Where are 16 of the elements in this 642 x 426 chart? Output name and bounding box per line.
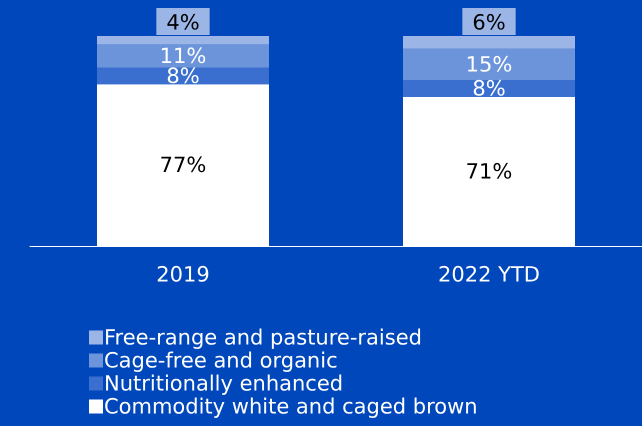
- legend-label: Free-range and pasture-raised: [104, 326, 422, 350]
- bar: [403, 80, 575, 97]
- x-tick-label: 2022 YTD: [438, 262, 540, 286]
- bar: [97, 44, 269, 68]
- legend-label: Nutritionally enhanced: [104, 372, 344, 396]
- data-label: 15%: [466, 52, 512, 76]
- legend-label: Commodity white and caged brown: [104, 394, 478, 418]
- bar: [403, 48, 575, 80]
- bar: [97, 68, 269, 84]
- data-label: 6%: [472, 10, 506, 34]
- x-tick-label: 2019: [156, 262, 210, 286]
- legend-label: Cage-free and organic: [104, 348, 338, 372]
- data-label: 77%: [160, 153, 206, 178]
- data-label: 8%: [472, 76, 506, 100]
- data-label: 4%: [166, 10, 200, 34]
- data-label: 71%: [466, 159, 512, 184]
